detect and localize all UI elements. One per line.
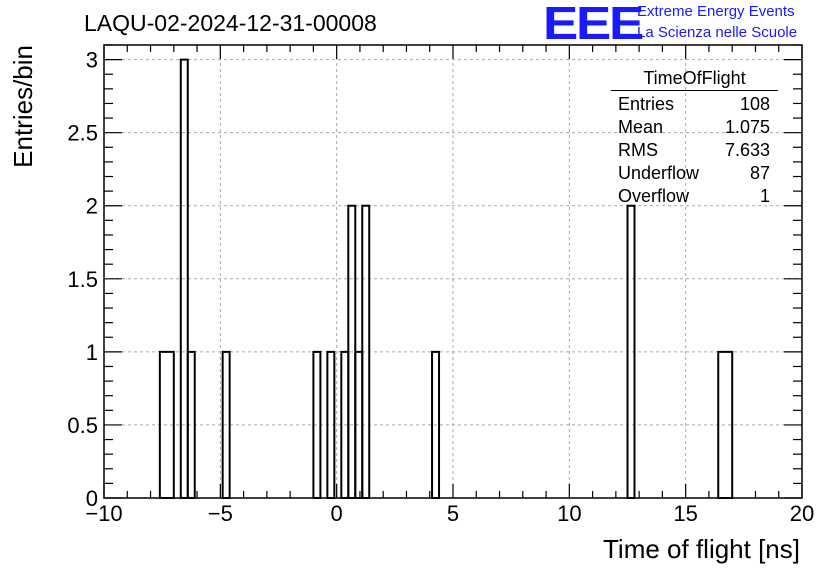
- stats-label: Overflow: [618, 186, 690, 206]
- stats-row: Overflow 1: [611, 186, 778, 209]
- stats-label: Mean: [618, 117, 664, 137]
- eee-logo: EEE: [543, 0, 644, 49]
- stats-row: RMS 7.633: [611, 140, 778, 163]
- y-tick-label: 0.5: [67, 413, 98, 438]
- logo-line-2: La Scienza nelle Scuole: [637, 24, 798, 41]
- stats-box-title: TimeOfFlight: [611, 68, 778, 91]
- stats-value: 7.633: [724, 140, 770, 160]
- run-title: LAQU-02-2024-12-31-00008: [84, 10, 377, 36]
- grid-lines: [104, 45, 802, 498]
- stats-label: Entries: [618, 94, 675, 114]
- stats-row: Mean 1.075: [611, 117, 778, 140]
- y-tick-label: 3: [86, 48, 98, 73]
- stats-row: Underflow 87: [611, 163, 778, 186]
- axis-ticks: [103, 44, 803, 499]
- tick-labels: −10 −5 0 5 10 15 20 0 0.5 1 1.5 2 2.5 3: [67, 48, 814, 526]
- x-tick-label: 10: [557, 501, 581, 526]
- stats-value: 1.075: [724, 117, 770, 137]
- logo-line-1: Extreme Energy Events: [637, 3, 795, 20]
- stats-row: Entries 108: [611, 94, 778, 117]
- stats-value: 87: [749, 163, 770, 183]
- stats-label: Underflow: [618, 163, 700, 183]
- x-tick-label: 15: [673, 501, 697, 526]
- stats-value: 1: [759, 186, 770, 206]
- x-tick-label: 5: [447, 501, 459, 526]
- stats-value: 108: [739, 94, 770, 114]
- x-tick-label: −10: [85, 501, 122, 526]
- x-tick-label: 0: [331, 501, 343, 526]
- y-tick-label: 0: [86, 486, 98, 511]
- x-tick-label: −5: [208, 501, 233, 526]
- y-tick-label: 2.5: [67, 121, 98, 146]
- stats-label: RMS: [618, 140, 658, 160]
- y-tick-label: 1.5: [67, 267, 98, 292]
- stats-box: TimeOfFlight Entries 108 Mean 1.075 RMS 7.633…: [611, 68, 778, 209]
- x-tick-label: 20: [790, 501, 814, 526]
- y-tick-label: 1: [86, 340, 98, 365]
- y-axis-label: Entries/bin: [8, 45, 38, 168]
- y-tick-label: 2: [86, 194, 98, 219]
- x-axis-label: Time of flight [ns]: [603, 534, 800, 564]
